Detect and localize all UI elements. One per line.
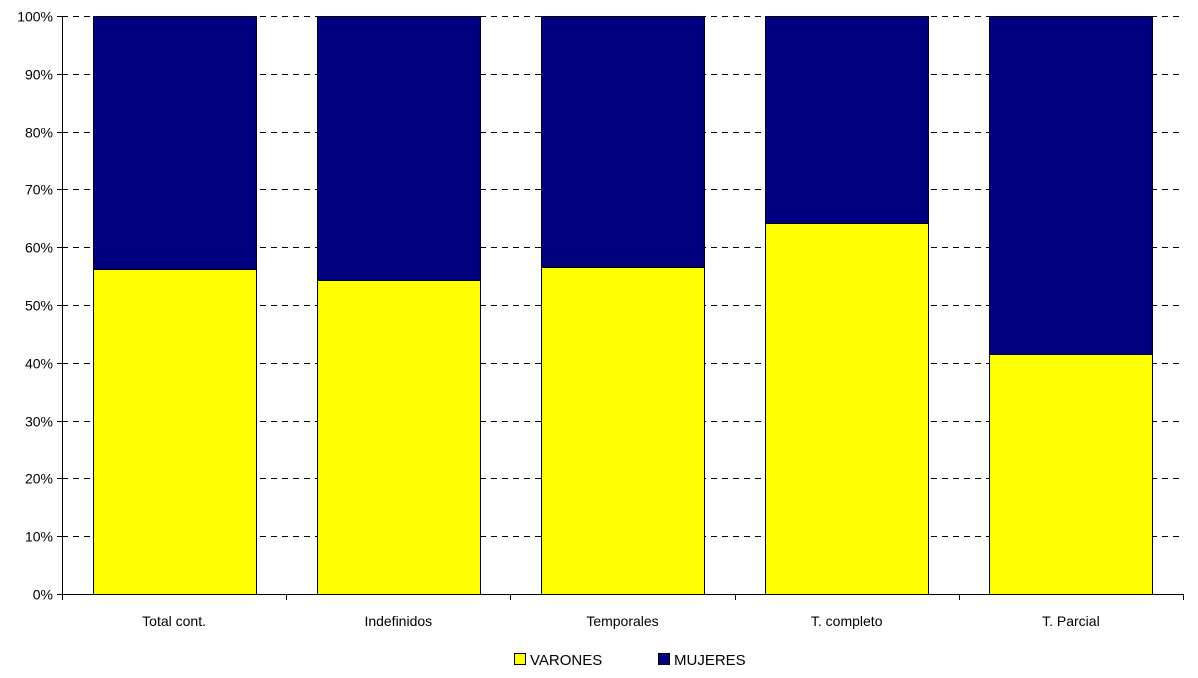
bar-mujeres-4 (989, 16, 1153, 355)
y-tick-label: 90% (25, 67, 53, 83)
bar-mujeres-2 (541, 16, 705, 268)
legend: VARONES MUJERES (514, 652, 746, 669)
y-tick-label: 20% (25, 471, 53, 487)
bar-mujeres-3 (765, 16, 929, 224)
legend-swatch-mujeres (658, 653, 670, 665)
y-tick-label: 40% (25, 356, 53, 372)
bar-varones-1 (317, 280, 481, 595)
y-tick-labels: 0% 10% 20% 30% 40% 50% 60% 70% 80% 90% 100% (17, 9, 53, 603)
x-tick-label: T. Parcial (1042, 613, 1100, 629)
legend-label-varones: VARONES (530, 652, 602, 669)
bar-varones-0 (93, 269, 257, 595)
y-tick-label: 60% (25, 240, 53, 256)
bar-mujeres-0 (93, 16, 257, 270)
y-tick-label: 0% (33, 587, 53, 603)
y-tick-label: 50% (25, 298, 53, 314)
axes (57, 16, 1184, 600)
y-tick-label: 80% (25, 125, 53, 141)
bar-mujeres-1 (317, 16, 481, 281)
x-tick-label: T. completo (811, 613, 883, 629)
bars (93, 16, 1153, 595)
y-tick-label: 70% (25, 182, 53, 198)
legend-swatch-varones (514, 653, 526, 665)
x-tick-labels: Total cont. Indefinidos Temporales T. compl… (142, 613, 1100, 629)
bar-varones-2 (541, 267, 705, 595)
bar-varones-3 (765, 223, 929, 595)
y-tick-label: 10% (25, 529, 53, 545)
bar-varones-4 (989, 354, 1153, 595)
x-tick-label: Total cont. (142, 613, 206, 629)
x-tick-label: Temporales (586, 613, 658, 629)
legend-label-mujeres: MUJERES (674, 652, 746, 669)
y-tick-label: 100% (17, 9, 53, 25)
x-tick-label: Indefinidos (364, 613, 432, 629)
y-tick-label: 30% (25, 414, 53, 430)
